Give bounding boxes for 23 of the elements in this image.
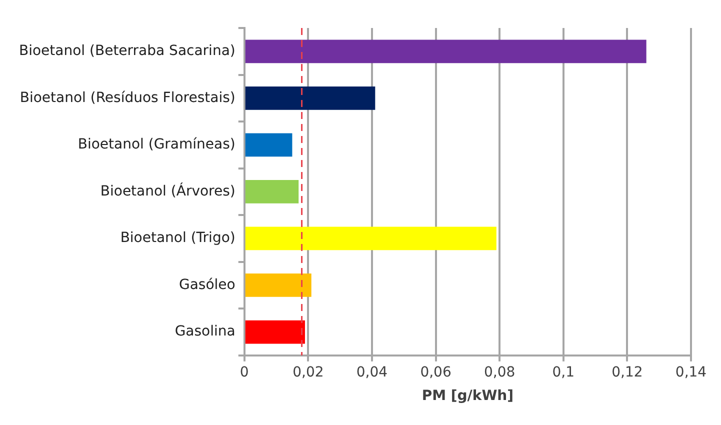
y-tick-label: Bioetanol (Resíduos Florestais): [20, 90, 236, 106]
y-tick-label: Gasolina: [174, 324, 236, 340]
x-tick-label: 0,14: [675, 364, 707, 380]
y-tick-label: Bioetanol (Beterraba Sacarina): [18, 43, 236, 60]
x-tick-label: 0,06: [420, 364, 452, 380]
bar: [245, 320, 305, 344]
bar: [245, 274, 312, 297]
x-tick-label: 0: [240, 364, 249, 380]
x-axis-title: PM [g/kWh]: [422, 388, 514, 404]
x-tick-label: 0,12: [612, 364, 643, 380]
x-tick-label: 0,02: [292, 364, 324, 380]
x-tick-label: 0,04: [356, 364, 388, 380]
x-tick-label: 0,1: [552, 364, 575, 380]
bar: [245, 40, 646, 64]
y-tick-label: Gasóleo: [179, 276, 236, 293]
bar: [245, 86, 376, 110]
y-tick-label: Bioetanol (Trigo): [120, 230, 236, 246]
y-tick-label: Bioetanol (Árvores): [100, 182, 236, 200]
y-tick-label: Bioetanol (Gramíneas): [78, 136, 236, 153]
bar: [245, 133, 292, 157]
x-tick-label: 0,08: [484, 364, 516, 380]
bar: [245, 226, 496, 250]
bar: [245, 180, 299, 204]
